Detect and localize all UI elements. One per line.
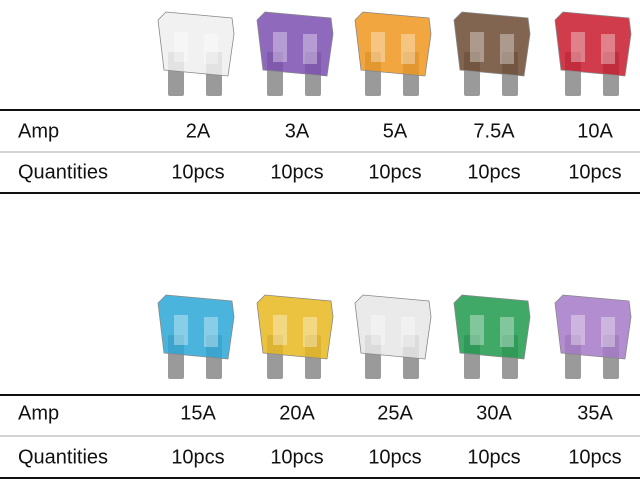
table-cell: 2A bbox=[186, 120, 211, 142]
fuse-window bbox=[371, 32, 385, 62]
fuse-body bbox=[256, 11, 334, 77]
fuse-window bbox=[204, 317, 218, 347]
table-cell: 10pcs bbox=[467, 446, 520, 468]
fuse-body bbox=[554, 11, 632, 77]
fuse-window bbox=[601, 34, 615, 64]
table-cell: 10pcs bbox=[568, 446, 621, 468]
table-cell: 10pcs bbox=[368, 446, 421, 468]
table-cell: 10pcs bbox=[171, 446, 224, 468]
table-cell: 10pcs bbox=[568, 161, 621, 183]
fuse-window bbox=[401, 34, 415, 64]
fuse-body bbox=[354, 294, 432, 360]
fuse bbox=[354, 294, 432, 379]
fuse-window bbox=[273, 32, 287, 62]
table-cell: 7.5A bbox=[473, 120, 515, 142]
fuse-window bbox=[204, 34, 218, 64]
fuse-body bbox=[453, 294, 531, 360]
fuse-window bbox=[571, 32, 585, 62]
fuse bbox=[256, 294, 334, 379]
fuse-window bbox=[470, 32, 484, 62]
table-cell: 10pcs bbox=[368, 161, 421, 183]
table-cell: 5A bbox=[383, 120, 408, 142]
fuse-body bbox=[157, 11, 235, 77]
fuse-window bbox=[601, 317, 615, 347]
fuse-window bbox=[470, 315, 484, 345]
table-cell: 30A bbox=[476, 402, 512, 424]
table-cell: 10pcs bbox=[270, 161, 323, 183]
fuse bbox=[354, 11, 432, 96]
fuse bbox=[453, 11, 531, 96]
fuse-body bbox=[554, 294, 632, 360]
row-header: Amp bbox=[18, 120, 59, 142]
fuse-window bbox=[401, 317, 415, 347]
fuse-window bbox=[273, 315, 287, 345]
fuse-window bbox=[500, 317, 514, 347]
fuse-window bbox=[174, 315, 188, 345]
fuse-window bbox=[500, 34, 514, 64]
fuse-window bbox=[303, 317, 317, 347]
table-cell: 35A bbox=[577, 402, 613, 424]
table-cell: 10pcs bbox=[171, 161, 224, 183]
table-cell: 20A bbox=[279, 402, 315, 424]
fuse-window bbox=[303, 34, 317, 64]
fuse bbox=[554, 294, 632, 379]
fuse bbox=[157, 294, 235, 379]
table-cell: 25A bbox=[377, 402, 413, 424]
fuse-window bbox=[371, 315, 385, 345]
fuse bbox=[554, 11, 632, 96]
table-cell: 10A bbox=[577, 120, 613, 142]
fuse bbox=[256, 11, 334, 96]
fuse bbox=[453, 294, 531, 379]
row-header: Quantities bbox=[18, 161, 108, 183]
fuse bbox=[157, 11, 235, 96]
table-cell: 15A bbox=[180, 402, 216, 424]
table-cell: 10pcs bbox=[467, 161, 520, 183]
row-header: Quantities bbox=[18, 446, 108, 468]
fuse-body bbox=[157, 294, 235, 360]
table-cell: 10pcs bbox=[270, 446, 323, 468]
row-header: Amp bbox=[18, 402, 59, 424]
fuse-body bbox=[256, 294, 334, 360]
table-cell: 3A bbox=[285, 120, 310, 142]
fuse-window bbox=[174, 32, 188, 62]
fuse-body bbox=[354, 11, 432, 77]
fuse-body bbox=[453, 11, 531, 77]
fuse-window bbox=[571, 315, 585, 345]
